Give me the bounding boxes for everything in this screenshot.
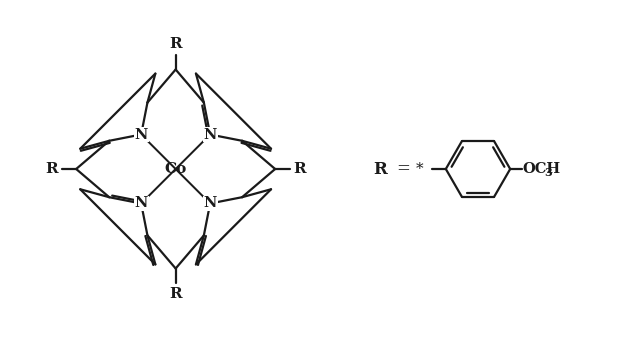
Text: N: N xyxy=(204,196,217,211)
Text: R: R xyxy=(294,162,307,176)
Text: Co: Co xyxy=(164,162,187,176)
Text: R: R xyxy=(45,162,58,176)
Text: R: R xyxy=(170,287,182,301)
Text: N: N xyxy=(204,127,217,142)
Text: *: * xyxy=(415,162,423,176)
Text: N: N xyxy=(134,127,148,142)
Text: R: R xyxy=(374,161,387,177)
Text: OCH: OCH xyxy=(523,162,561,176)
Text: N: N xyxy=(134,196,148,211)
Text: R: R xyxy=(170,37,182,51)
Text: =: = xyxy=(396,161,410,177)
Text: 3: 3 xyxy=(544,167,552,178)
